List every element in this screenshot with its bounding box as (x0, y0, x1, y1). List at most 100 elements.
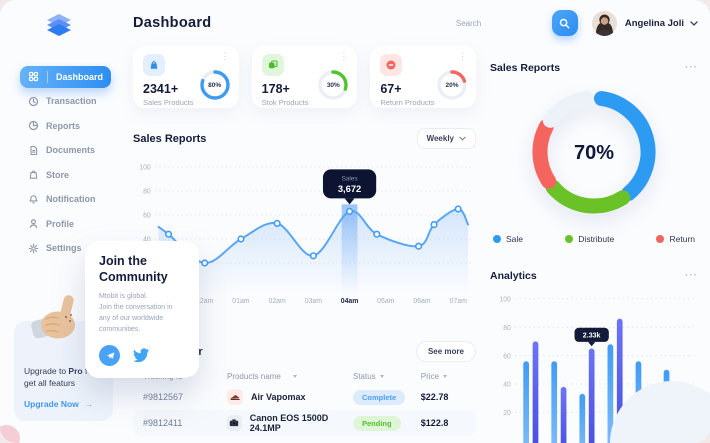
sidebar-item-dashboard[interactable]: Dashboard (20, 65, 112, 88)
sidebar-item-settings[interactable]: Settings (20, 237, 111, 259)
svg-text:02am: 02am (269, 298, 286, 305)
camera-icon (226, 415, 242, 431)
svg-text:20: 20 (503, 410, 511, 417)
sidebar-item-store[interactable]: Store (20, 164, 111, 186)
bag-icon (143, 54, 166, 76)
progress-ring-value: 30% (326, 81, 340, 89)
see-more-button[interactable]: See more (415, 341, 476, 362)
tracking-id: #9812411 (143, 418, 183, 428)
legend-dot (493, 235, 501, 243)
more-horizontal-icon[interactable]: ··· (685, 62, 698, 73)
search-icon (560, 18, 570, 28)
tracking-id: #9812567 (143, 392, 184, 402)
upgrade-now-link[interactable]: Upgrade Now → (24, 399, 103, 409)
more-vertical-icon[interactable]: ⋮ (457, 51, 467, 61)
store-icon (29, 170, 38, 179)
svg-text:60: 60 (503, 353, 511, 360)
thumbs-up-illustration (31, 294, 75, 338)
progress-ring-value: 80% (208, 81, 222, 89)
sidebar-item-profile[interactable]: Profile (20, 213, 111, 235)
community-title: Join the Community (99, 254, 168, 284)
twitter-icon[interactable] (133, 347, 149, 363)
donut-center-value: 70% (573, 141, 615, 164)
upgrade-text-pre: Upgrade to (24, 365, 69, 376)
period-dropdown[interactable]: Weekly (416, 128, 476, 149)
return-icon (380, 54, 403, 76)
telegram-icon[interactable] (99, 344, 120, 366)
top-header: Dashboard Angelina Joli (133, 0, 698, 46)
stat-label: Stok Products (261, 98, 309, 107)
sidebar-nav: Dashboard Transaction Reports Documents (0, 63, 125, 262)
table-row[interactable]: #9812411 Canon EOS 1500D 24.1MP Pending … (133, 410, 476, 436)
community-icons (99, 344, 185, 366)
svg-text:03am: 03am (305, 298, 322, 305)
more-vertical-icon[interactable]: ⋮ (220, 51, 230, 61)
svg-text:60: 60 (143, 212, 151, 219)
sales-reports-title: Sales Reports (133, 132, 207, 145)
svg-text:06am: 06am (413, 298, 430, 305)
community-body: Mtobit is global. Join the conversation … (99, 293, 173, 333)
stat-value: 2341+ (143, 82, 179, 96)
svg-text:Sales: Sales (342, 175, 358, 182)
sort-icon (292, 374, 297, 378)
sidebar-item-transaction[interactable]: Transaction (20, 90, 111, 112)
column-header-price[interactable]: Price (421, 372, 466, 381)
page-title: Dashboard (133, 15, 212, 31)
transaction-icon (28, 96, 39, 106)
legend-label: Distribute (578, 234, 615, 244)
search-input[interactable] (455, 18, 552, 28)
stat-card-stock: ⋮ 178+ Stok Products 30% (251, 46, 358, 108)
more-vertical-icon[interactable]: ⋮ (339, 51, 349, 61)
donut-legend: Sale Distribute Return (490, 234, 698, 244)
more-horizontal-icon[interactable]: ··· (685, 270, 698, 281)
status-badge: Pending (352, 415, 401, 431)
search-button[interactable] (551, 10, 578, 36)
documents-icon (30, 145, 38, 155)
legend-item-sale: Sale (493, 234, 523, 244)
table-row[interactable]: #9812567 Air Vapomax Complete $22.78 (133, 384, 476, 410)
analytics-tooltip: 2.33k (574, 327, 609, 347)
donut-section-title: Sales Reports (490, 62, 561, 74)
price: $122.8 (420, 418, 449, 428)
layers-logo-icon (47, 14, 71, 36)
legend-item-distribute: Distribute (565, 234, 614, 244)
svg-text:04am: 04am (341, 298, 359, 305)
sidebar-item-label: Dashboard (56, 71, 104, 82)
analytics-bar-chart: 100 80 60 40 20 2.33k (490, 290, 710, 443)
progress-ring: 20% (436, 69, 468, 101)
profile-icon (29, 219, 38, 228)
avatar[interactable] (591, 10, 617, 36)
stat-card-return: ⋮ 67+ Return Products 20% (370, 46, 476, 108)
active-item-divider (47, 70, 48, 83)
chevron-down-icon (459, 136, 466, 141)
svg-text:2.33k: 2.33k (583, 331, 602, 340)
stat-card-sales: ⋮ 2341+ Sales Products 80% (133, 46, 239, 108)
product-name: Air Vapomax (250, 392, 306, 402)
svg-text:100: 100 (139, 164, 151, 171)
search-group: Angelina Joli (455, 10, 698, 36)
stat-value: 178+ (261, 82, 290, 96)
chevron-down-icon[interactable] (690, 20, 698, 26)
column-header-product[interactable]: Products name (227, 372, 353, 381)
stats-row: ⋮ 2341+ Sales Products 80% ⋮ 178+ (133, 46, 476, 108)
svg-text:07am: 07am (450, 298, 467, 305)
progress-ring-value: 20% (445, 81, 459, 89)
sales-line-chart: 1008060402011am12am01am02am03am04am05am0… (133, 155, 476, 307)
sidebar-item-notification[interactable]: Notification (20, 188, 111, 210)
settings-icon (28, 243, 39, 253)
user-name[interactable]: Angelina Joli (624, 17, 684, 29)
progress-ring: 30% (317, 69, 349, 101)
sidebar-item-label: Documents (46, 145, 96, 155)
sidebar-item-documents[interactable]: Documents (20, 139, 111, 161)
stat-label: Return Products (380, 98, 435, 107)
analytics-header: Analytics ··· (490, 270, 698, 282)
product-name: Canon EOS 1500D 24.1MP (249, 413, 329, 433)
columns: ⋮ 2341+ Sales Products 80% ⋮ 178+ (133, 46, 710, 443)
legend-item-return: Return (656, 234, 695, 244)
column-header-status[interactable]: Status (353, 372, 421, 381)
svg-text:01am: 01am (232, 298, 249, 305)
sales-donut-chart: 70% (490, 78, 698, 228)
sidebar-item-reports[interactable]: Reports (20, 115, 111, 137)
